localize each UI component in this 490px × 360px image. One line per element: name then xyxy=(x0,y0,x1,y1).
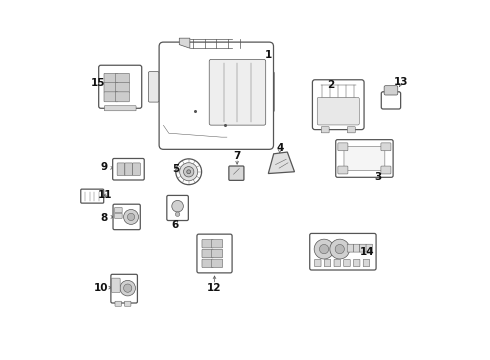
FancyBboxPatch shape xyxy=(211,249,222,258)
FancyBboxPatch shape xyxy=(116,82,129,93)
FancyBboxPatch shape xyxy=(117,163,125,176)
FancyBboxPatch shape xyxy=(353,244,360,252)
Text: 4: 4 xyxy=(276,143,284,153)
FancyBboxPatch shape xyxy=(104,92,118,102)
FancyBboxPatch shape xyxy=(124,301,131,306)
FancyBboxPatch shape xyxy=(81,189,104,203)
Text: 7: 7 xyxy=(233,150,241,161)
FancyBboxPatch shape xyxy=(338,166,348,174)
FancyBboxPatch shape xyxy=(338,143,348,151)
FancyBboxPatch shape xyxy=(115,301,122,306)
FancyBboxPatch shape xyxy=(366,244,372,252)
FancyBboxPatch shape xyxy=(197,234,232,273)
Text: 5: 5 xyxy=(172,163,179,174)
FancyBboxPatch shape xyxy=(104,106,136,111)
FancyBboxPatch shape xyxy=(202,259,213,267)
Text: 11: 11 xyxy=(98,190,112,200)
FancyBboxPatch shape xyxy=(125,163,133,176)
FancyBboxPatch shape xyxy=(321,127,329,133)
FancyBboxPatch shape xyxy=(347,244,354,252)
FancyBboxPatch shape xyxy=(113,204,140,230)
Circle shape xyxy=(180,163,198,181)
Circle shape xyxy=(127,213,135,221)
FancyBboxPatch shape xyxy=(353,260,360,267)
Text: 8: 8 xyxy=(101,213,108,222)
FancyBboxPatch shape xyxy=(209,59,266,125)
FancyBboxPatch shape xyxy=(98,65,142,108)
FancyBboxPatch shape xyxy=(344,147,385,171)
FancyBboxPatch shape xyxy=(344,260,350,267)
FancyBboxPatch shape xyxy=(211,259,222,267)
Text: 14: 14 xyxy=(360,247,374,257)
Text: 10: 10 xyxy=(94,283,109,293)
FancyBboxPatch shape xyxy=(315,260,321,267)
Circle shape xyxy=(120,280,135,296)
Text: 2: 2 xyxy=(327,80,334,90)
FancyBboxPatch shape xyxy=(159,42,273,149)
FancyBboxPatch shape xyxy=(360,244,366,252)
Circle shape xyxy=(172,201,183,212)
FancyBboxPatch shape xyxy=(313,80,364,130)
FancyBboxPatch shape xyxy=(363,260,369,267)
Circle shape xyxy=(123,284,132,292)
FancyBboxPatch shape xyxy=(113,158,144,180)
Text: 3: 3 xyxy=(375,172,382,182)
Text: 12: 12 xyxy=(207,283,222,293)
FancyBboxPatch shape xyxy=(115,208,122,213)
FancyBboxPatch shape xyxy=(104,73,118,83)
FancyBboxPatch shape xyxy=(336,140,393,177)
Circle shape xyxy=(176,159,201,185)
Text: 1: 1 xyxy=(265,50,272,60)
FancyBboxPatch shape xyxy=(104,82,118,93)
Circle shape xyxy=(335,244,344,254)
FancyBboxPatch shape xyxy=(229,166,244,180)
Circle shape xyxy=(175,212,180,216)
FancyBboxPatch shape xyxy=(116,73,129,83)
FancyBboxPatch shape xyxy=(116,92,129,102)
FancyBboxPatch shape xyxy=(347,127,355,133)
Circle shape xyxy=(314,239,334,259)
FancyBboxPatch shape xyxy=(317,98,359,125)
Text: 15: 15 xyxy=(91,78,105,88)
FancyBboxPatch shape xyxy=(167,195,188,221)
FancyBboxPatch shape xyxy=(334,260,341,267)
Circle shape xyxy=(123,210,139,224)
FancyBboxPatch shape xyxy=(381,92,401,109)
FancyBboxPatch shape xyxy=(310,233,376,270)
FancyBboxPatch shape xyxy=(148,72,159,102)
FancyBboxPatch shape xyxy=(202,239,213,248)
FancyBboxPatch shape xyxy=(133,163,140,176)
FancyBboxPatch shape xyxy=(211,239,222,248)
Polygon shape xyxy=(179,38,190,48)
FancyBboxPatch shape xyxy=(384,86,398,95)
Text: 9: 9 xyxy=(100,162,108,172)
FancyBboxPatch shape xyxy=(202,249,213,258)
FancyBboxPatch shape xyxy=(324,260,331,267)
Text: 6: 6 xyxy=(172,220,179,230)
Circle shape xyxy=(330,239,350,259)
FancyBboxPatch shape xyxy=(115,213,122,219)
FancyBboxPatch shape xyxy=(264,72,274,112)
Circle shape xyxy=(187,170,191,174)
FancyBboxPatch shape xyxy=(381,143,391,151)
FancyBboxPatch shape xyxy=(381,166,391,174)
Circle shape xyxy=(184,167,194,177)
FancyBboxPatch shape xyxy=(111,274,137,303)
Circle shape xyxy=(319,244,329,254)
Polygon shape xyxy=(269,152,294,174)
Text: 13: 13 xyxy=(394,77,409,87)
FancyBboxPatch shape xyxy=(112,278,120,292)
